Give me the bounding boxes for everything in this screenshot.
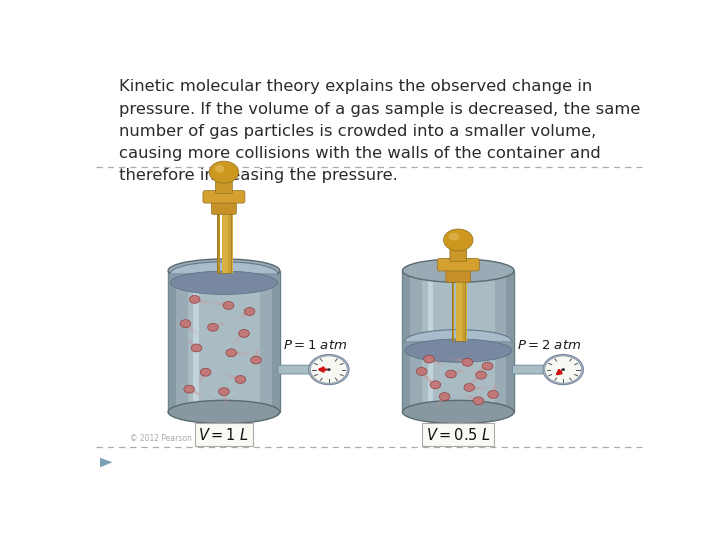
Circle shape	[476, 371, 487, 379]
Circle shape	[545, 356, 582, 383]
FancyBboxPatch shape	[188, 271, 260, 412]
FancyBboxPatch shape	[456, 281, 467, 341]
Text: © 2012 Pearson Education, Inc.: © 2012 Pearson Education, Inc.	[130, 434, 251, 443]
Circle shape	[239, 329, 249, 338]
FancyBboxPatch shape	[212, 200, 236, 214]
FancyBboxPatch shape	[428, 273, 433, 409]
Ellipse shape	[171, 262, 277, 285]
Circle shape	[210, 161, 238, 183]
Circle shape	[464, 383, 474, 392]
FancyBboxPatch shape	[272, 271, 279, 412]
Ellipse shape	[171, 271, 277, 294]
FancyBboxPatch shape	[228, 213, 230, 273]
Text: $P = 1$ atm: $P = 1$ atm	[283, 339, 347, 352]
Ellipse shape	[405, 329, 512, 353]
FancyBboxPatch shape	[405, 341, 512, 350]
Circle shape	[244, 308, 255, 315]
Circle shape	[223, 301, 234, 309]
FancyBboxPatch shape	[462, 281, 465, 341]
FancyBboxPatch shape	[402, 271, 410, 412]
FancyBboxPatch shape	[278, 365, 312, 374]
Circle shape	[226, 349, 237, 357]
FancyBboxPatch shape	[450, 246, 467, 261]
Ellipse shape	[405, 339, 512, 362]
Circle shape	[251, 356, 261, 364]
FancyBboxPatch shape	[215, 179, 233, 193]
Circle shape	[482, 362, 493, 370]
Circle shape	[207, 323, 218, 331]
Circle shape	[473, 397, 484, 405]
FancyBboxPatch shape	[203, 191, 245, 203]
Circle shape	[444, 229, 473, 251]
Circle shape	[327, 368, 330, 371]
FancyBboxPatch shape	[402, 271, 514, 412]
Text: Kinetic molecular theory explains the observed change in
pressure. If the volume: Kinetic molecular theory explains the ob…	[119, 79, 640, 183]
Circle shape	[449, 233, 459, 240]
FancyBboxPatch shape	[422, 271, 495, 412]
Polygon shape	[100, 458, 112, 467]
FancyBboxPatch shape	[222, 213, 233, 273]
Text: $V = 1$ L: $V = 1$ L	[198, 427, 250, 443]
FancyBboxPatch shape	[193, 273, 199, 409]
FancyBboxPatch shape	[446, 268, 471, 282]
Ellipse shape	[402, 400, 514, 424]
Circle shape	[439, 393, 450, 401]
Circle shape	[562, 368, 565, 371]
Circle shape	[430, 381, 441, 389]
Ellipse shape	[168, 259, 279, 282]
FancyBboxPatch shape	[168, 271, 176, 412]
Circle shape	[462, 359, 473, 366]
Circle shape	[310, 356, 347, 383]
Circle shape	[446, 370, 456, 378]
Circle shape	[180, 320, 191, 328]
Ellipse shape	[402, 259, 514, 282]
Ellipse shape	[168, 400, 279, 424]
Circle shape	[219, 388, 229, 396]
FancyBboxPatch shape	[168, 271, 279, 412]
Circle shape	[423, 355, 434, 363]
Circle shape	[487, 390, 498, 399]
Circle shape	[416, 367, 427, 375]
Circle shape	[543, 354, 583, 384]
Circle shape	[215, 165, 225, 173]
Text: $V = 0.5$ L: $V = 0.5$ L	[426, 427, 491, 443]
Circle shape	[189, 295, 200, 303]
Circle shape	[309, 354, 349, 384]
Circle shape	[184, 385, 194, 393]
Circle shape	[200, 368, 211, 376]
FancyBboxPatch shape	[513, 365, 546, 374]
FancyBboxPatch shape	[171, 273, 277, 283]
FancyBboxPatch shape	[506, 271, 514, 412]
Circle shape	[235, 375, 246, 383]
FancyBboxPatch shape	[217, 213, 220, 273]
Text: $P = 2$ atm: $P = 2$ atm	[517, 339, 581, 352]
Circle shape	[192, 344, 202, 352]
FancyBboxPatch shape	[451, 281, 454, 341]
FancyBboxPatch shape	[437, 259, 480, 271]
